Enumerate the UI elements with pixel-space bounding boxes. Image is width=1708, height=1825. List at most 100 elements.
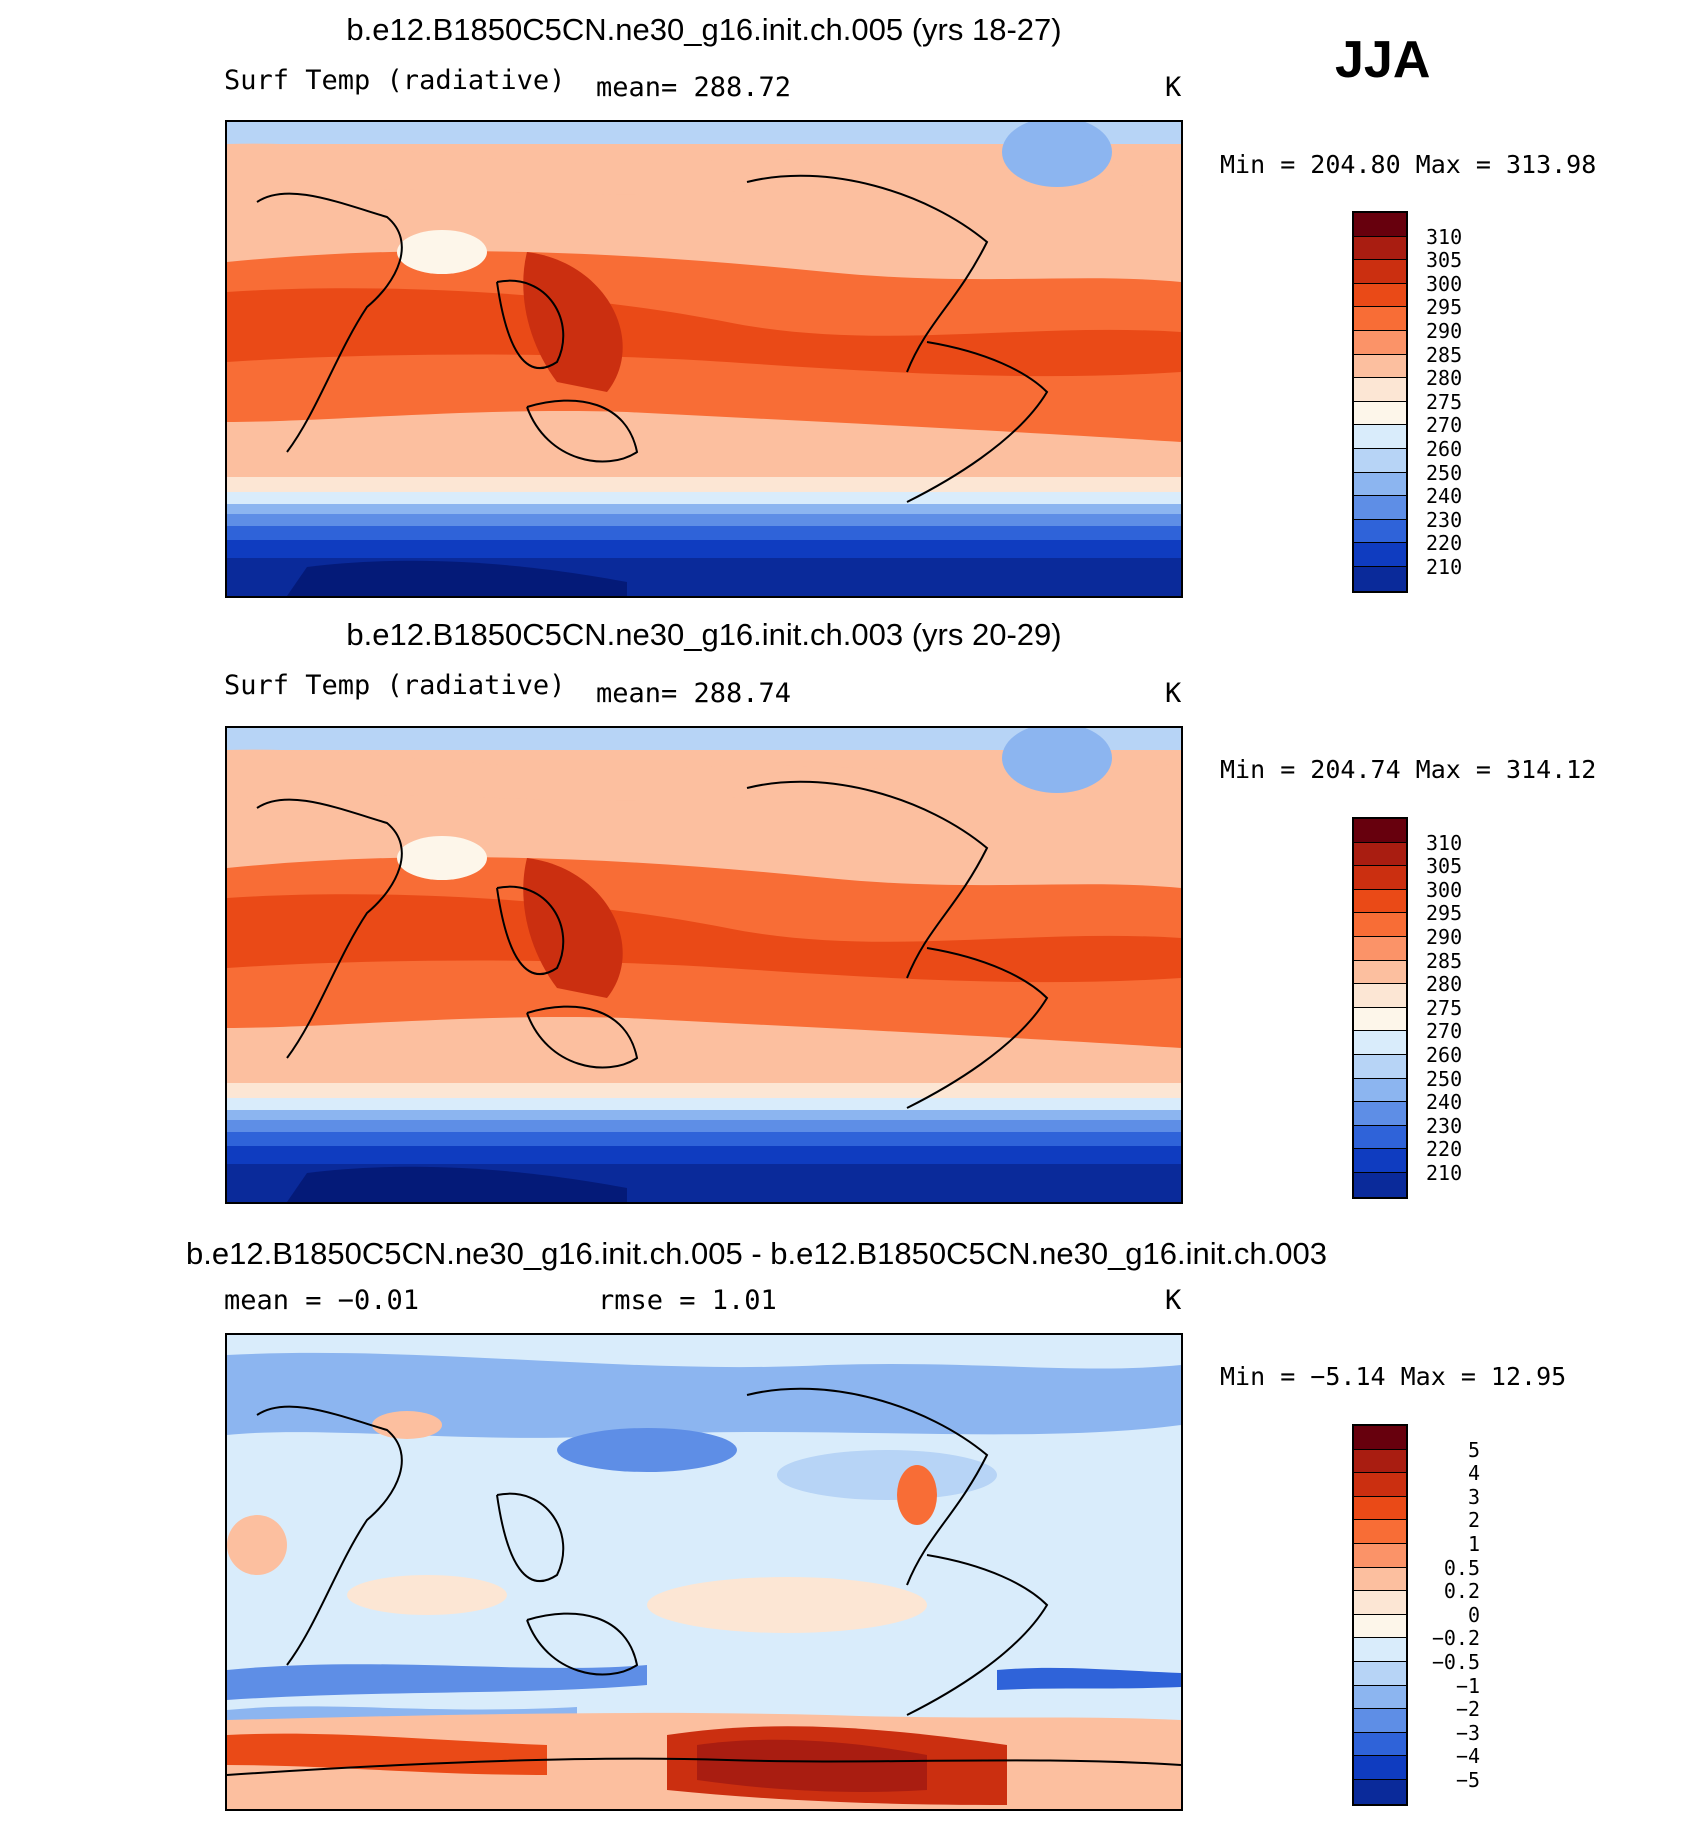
- colorbar-segment: [1354, 1520, 1406, 1544]
- colorbar-tick-label: 4: [1467, 1461, 1480, 1486]
- colorbar-segment: [1354, 543, 1406, 567]
- colorbar-tick-label: 210: [1426, 555, 1463, 579]
- colorbar-segment: [1354, 1709, 1406, 1733]
- colorbar-segment: [1354, 283, 1406, 308]
- colorbar-segment: [1354, 1054, 1406, 1079]
- colorbar-segment: [1354, 354, 1406, 379]
- panel1-mean-label: mean= 288.72: [596, 72, 792, 103]
- colorbar-tick-label: 0: [1467, 1602, 1480, 1627]
- colorbar-tick-label: 3: [1467, 1484, 1480, 1509]
- panel1-minmax: Min = 204.80 Max = 313.98: [1220, 150, 1597, 179]
- panel2-map-svg: [227, 728, 1181, 1202]
- colorbar-segment: [1354, 984, 1406, 1008]
- colorbar-tick-label: 240: [1426, 1090, 1463, 1115]
- colorbar-segment: [1354, 1149, 1406, 1173]
- colorbar-tick-label: 275: [1426, 389, 1463, 414]
- colorbar-tick-label: 285: [1426, 342, 1463, 367]
- colorbar-segment: [1354, 213, 1406, 237]
- colorbar-tick-label: −0.5: [1431, 1650, 1480, 1674]
- panel2-mean-label: mean= 288.74: [596, 678, 792, 709]
- colorbar-segment: [1354, 472, 1406, 497]
- colorbar-tick-label: 295: [1426, 901, 1463, 926]
- panel3-colorbar: [1352, 1424, 1408, 1806]
- colorbar-segment: [1354, 1426, 1406, 1450]
- season-label: JJA: [1335, 31, 1431, 89]
- colorbar-tick-label: 305: [1426, 248, 1463, 273]
- colorbar-tick-label: 295: [1426, 295, 1463, 320]
- panel3-title: b.e12.B1850C5CN.ne30_g16.init.ch.005 - b…: [186, 1236, 1327, 1271]
- colorbar-tick-label: 0.5: [1443, 1555, 1480, 1580]
- colorbar-segment: [1354, 1756, 1406, 1780]
- colorbar-tick-label: 280: [1426, 366, 1463, 391]
- panel1-colorbar: [1352, 211, 1408, 593]
- panel2-minmax: Min = 204.74 Max = 314.12: [1220, 755, 1597, 784]
- colorbar-segment: [1354, 1031, 1406, 1055]
- colorbar-segment: [1354, 1685, 1406, 1710]
- panel3-minmax: Min = −5.14 Max = 12.95: [1220, 1362, 1567, 1391]
- colorbar-tick-label: −5: [1455, 1768, 1480, 1792]
- colorbar-segment: [1354, 1567, 1406, 1592]
- colorbar-segment: [1354, 307, 1406, 331]
- colorbar-tick-label: 310: [1426, 224, 1463, 249]
- panel1-variable-label: Surf Temp (radiative): [224, 65, 566, 96]
- panel1-map: [225, 120, 1183, 598]
- colorbar-segment: [1354, 1732, 1406, 1757]
- colorbar-segment: [1354, 936, 1406, 961]
- colorbar-tick-label: 2: [1467, 1508, 1480, 1533]
- colorbar-tick-label: 270: [1426, 413, 1463, 438]
- colorbar-tick-label: 275: [1426, 995, 1463, 1020]
- colorbar-tick-label: −1: [1455, 1673, 1480, 1698]
- panel2-units-label: K: [1165, 678, 1182, 709]
- colorbar-segment: [1354, 1614, 1406, 1639]
- colorbar-segment: [1354, 378, 1406, 402]
- colorbar-tick-label: 300: [1426, 271, 1463, 296]
- colorbar-segment: [1354, 1496, 1406, 1521]
- colorbar-tick-label: 250: [1426, 460, 1463, 485]
- colorbar-segment: [1354, 1125, 1406, 1150]
- colorbar-segment: [1354, 1661, 1406, 1686]
- colorbar-segment: [1354, 960, 1406, 985]
- panel3-map-svg: [227, 1335, 1181, 1809]
- colorbar-segment: [1354, 842, 1406, 867]
- colorbar-segment: [1354, 401, 1406, 426]
- colorbar-segment: [1354, 330, 1406, 355]
- panel3-map: [225, 1333, 1183, 1811]
- colorbar-tick-label: 260: [1426, 437, 1463, 461]
- panel1-map-svg: [227, 122, 1181, 596]
- panel1-units-label: K: [1165, 72, 1182, 103]
- colorbar-tick-label: −3: [1455, 1720, 1480, 1745]
- panel2-variable-label: Surf Temp (radiative): [224, 670, 566, 701]
- panel3-mean-label: mean = −0.01: [224, 1285, 420, 1316]
- colorbar-segment: [1354, 448, 1406, 473]
- colorbar-segment: [1354, 1449, 1406, 1474]
- colorbar-segment: [1354, 236, 1406, 261]
- colorbar-segment: [1354, 260, 1406, 284]
- colorbar-segment: [1354, 1007, 1406, 1032]
- colorbar-tick-label: 285: [1426, 948, 1463, 973]
- panel1-title: b.e12.B1850C5CN.ne30_g16.init.ch.005 (yr…: [346, 12, 1062, 47]
- colorbar-segment: [1354, 1779, 1406, 1804]
- panel2-title: b.e12.B1850C5CN.ne30_g16.init.ch.003 (yr…: [346, 617, 1062, 652]
- colorbar-segment: [1354, 496, 1406, 520]
- colorbar-tick-label: 230: [1426, 1113, 1463, 1138]
- colorbar-tick-label: 280: [1426, 972, 1463, 997]
- panel3-rmse-label: rmse = 1.01: [598, 1285, 777, 1316]
- colorbar-tick-label: 220: [1426, 531, 1463, 556]
- colorbar-tick-label: 270: [1426, 1019, 1463, 1044]
- colorbar-segment: [1354, 866, 1406, 890]
- colorbar-tick-label: 230: [1426, 507, 1463, 532]
- colorbar-segment: [1354, 1591, 1406, 1615]
- colorbar-tick-label: 220: [1426, 1137, 1463, 1162]
- colorbar-tick-label: 250: [1426, 1066, 1463, 1091]
- colorbar-tick-label: 290: [1426, 319, 1463, 343]
- panel3-units-label: K: [1165, 1285, 1182, 1316]
- colorbar-tick-label: −0.2: [1431, 1626, 1480, 1651]
- colorbar-tick-label: 210: [1426, 1161, 1463, 1185]
- colorbar-tick-label: −2: [1455, 1697, 1480, 1722]
- colorbar-segment: [1354, 1638, 1406, 1662]
- colorbar-tick-label: 260: [1426, 1043, 1463, 1067]
- panel2-map: [225, 726, 1183, 1204]
- colorbar-tick-label: 1: [1467, 1532, 1480, 1556]
- colorbar-tick-label: −4: [1455, 1744, 1480, 1769]
- colorbar-tick-label: 290: [1426, 925, 1463, 949]
